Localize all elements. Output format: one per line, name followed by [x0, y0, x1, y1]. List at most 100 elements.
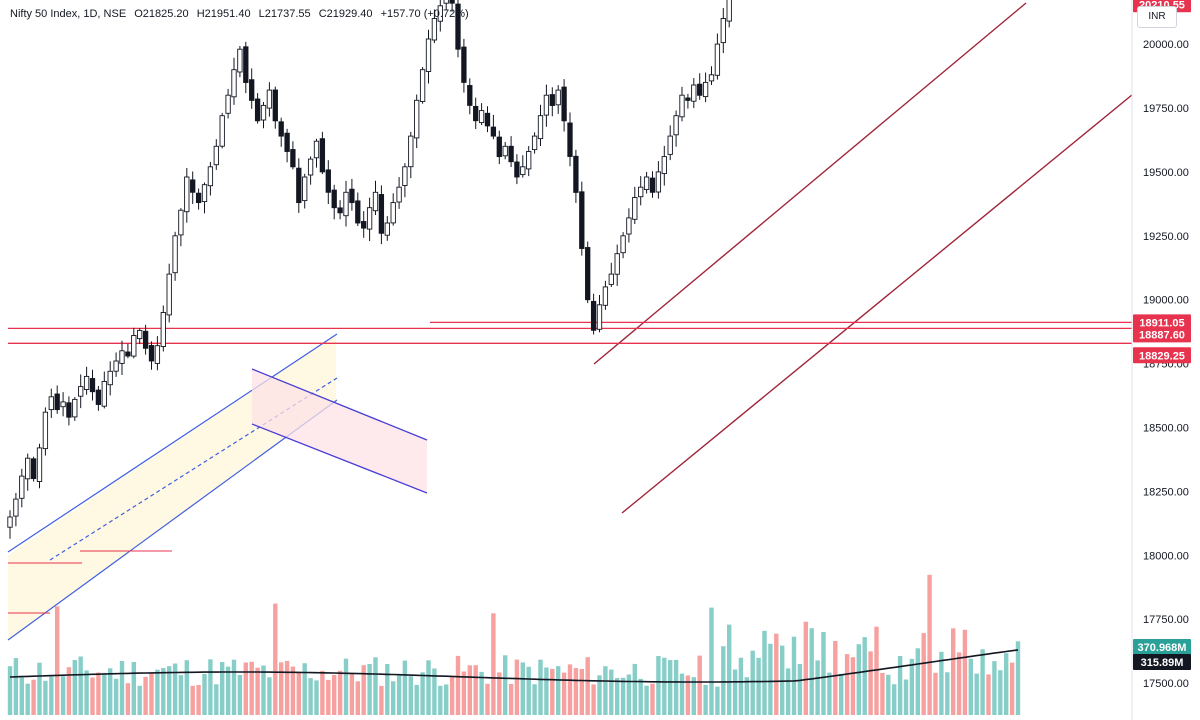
- volume-ma-line: [9, 649, 1019, 683]
- candle-up: [520, 166, 526, 176]
- volume-bar: [13, 658, 19, 715]
- candle-up: [219, 115, 225, 147]
- volume-bar: [296, 671, 301, 715]
- volume-bar: [361, 665, 366, 715]
- candle-down: [361, 221, 367, 229]
- level-badge-bg: [1133, 347, 1191, 364]
- volume-bar: [190, 685, 195, 715]
- volume-bar: [603, 666, 608, 715]
- candle-down: [66, 402, 72, 418]
- candle-down: [337, 207, 343, 214]
- candle-up: [48, 396, 54, 411]
- volume-bar: [650, 683, 655, 715]
- currency-button[interactable]: INR: [1137, 6, 1177, 28]
- volume-bar: [632, 663, 637, 715]
- candle-up: [201, 184, 208, 203]
- volume-bar: [108, 668, 113, 715]
- volume-bar: [744, 677, 749, 715]
- volume-bar: [579, 669, 584, 715]
- volume-bar: [691, 677, 696, 715]
- candle-down: [461, 46, 467, 83]
- candle-up: [19, 475, 25, 499]
- candle-up: [313, 140, 320, 159]
- volume-bar: [927, 574, 932, 715]
- volume-bar: [732, 669, 738, 715]
- volume-bar: [19, 677, 24, 715]
- level-badge: 18829.25: [1139, 350, 1185, 362]
- axis-tick-label: 17750.00: [1143, 614, 1189, 626]
- candle-down: [296, 167, 302, 204]
- candle-up: [307, 158, 314, 176]
- red-channel-upper: [593, 2, 1027, 365]
- candle-down: [254, 98, 261, 122]
- candle-down: [89, 378, 96, 393]
- volume-bar: [414, 684, 419, 715]
- candle-up: [691, 84, 697, 102]
- candle-up: [225, 94, 231, 114]
- axis-tick-label: 18500.00: [1143, 423, 1189, 435]
- candle-up: [602, 286, 609, 306]
- axis-tick-label: 20000.00: [1143, 39, 1189, 51]
- high-value: H21951.40: [196, 8, 251, 20]
- volume-bar: [467, 665, 472, 715]
- candle-down: [148, 345, 155, 362]
- volume-bar: [615, 678, 620, 715]
- candle-down: [567, 122, 573, 157]
- volume-bar: [220, 662, 225, 715]
- volume-bar: [573, 668, 579, 715]
- candle-up: [36, 447, 43, 482]
- candle-up: [555, 89, 561, 106]
- candle-down: [573, 155, 579, 193]
- candle-down: [455, 3, 461, 50]
- volume-bar: [172, 663, 178, 715]
- volume-bar: [202, 674, 207, 715]
- candle-up: [537, 115, 544, 140]
- candle-down: [579, 191, 585, 249]
- volume-bar: [449, 677, 455, 715]
- volume-bar: [673, 659, 679, 715]
- volume-bar: [844, 654, 850, 715]
- candle-up: [390, 202, 396, 224]
- volume-bar: [709, 607, 714, 715]
- volume-bar: [149, 672, 154, 715]
- volume-bar: [609, 669, 614, 715]
- candle-down: [190, 179, 196, 193]
- volume-bar: [37, 662, 42, 715]
- volume-bar: [544, 667, 549, 715]
- open-value: O21825.20: [134, 8, 189, 20]
- volume-bar: [485, 683, 490, 715]
- volume-bar: [750, 650, 755, 715]
- candle-down: [484, 112, 491, 127]
- candle-up: [266, 89, 273, 109]
- volume-bar: [267, 677, 272, 715]
- candle-up: [107, 370, 113, 386]
- volume-bar: [538, 659, 543, 715]
- candle-down: [319, 138, 326, 173]
- level-badge-bg: [1133, 326, 1191, 343]
- candle-up: [526, 151, 532, 170]
- volume-bar: [850, 657, 856, 715]
- volume-bar: [715, 686, 720, 715]
- candle-up: [702, 81, 709, 98]
- volume-bar: [349, 673, 355, 715]
- volume-bar: [7, 666, 13, 715]
- candle-up: [638, 186, 644, 198]
- volume-bar: [273, 603, 278, 715]
- volume-bar: [343, 658, 349, 715]
- candle-up: [184, 176, 190, 213]
- drawing-overlays: [7, 2, 1139, 641]
- candle-down: [331, 189, 337, 209]
- candle-down: [142, 330, 149, 349]
- volume-bar: [703, 684, 708, 715]
- volume-bar: [874, 626, 879, 715]
- volume-bar: [455, 655, 461, 715]
- volume-bar: [102, 672, 107, 715]
- volume-bar: [408, 676, 413, 715]
- candle-up: [343, 191, 349, 217]
- candle-down: [125, 351, 131, 357]
- volume-bar: [49, 676, 54, 715]
- volume-bar: [697, 655, 702, 715]
- candle-up: [655, 171, 662, 193]
- candle-up: [502, 145, 508, 157]
